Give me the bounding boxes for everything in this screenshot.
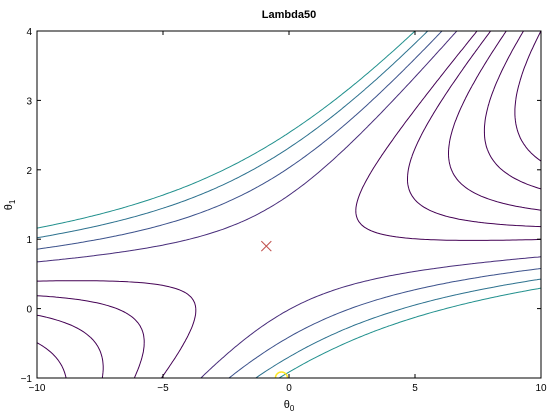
contour-line-level-3: [37, 31, 541, 378]
chart-markers: [260, 240, 289, 378]
contour-line-level-0: [514, 31, 541, 162]
x-axis-label-base: θ: [284, 399, 290, 411]
x-tick-label: 5: [412, 383, 418, 394]
contour-lines: [37, 31, 541, 378]
x-axis-ticks: −10 −5 0 5 10: [29, 31, 547, 394]
y-tick-label: 3: [26, 96, 32, 107]
circle-marker: [274, 371, 289, 378]
x-tick-label: −5: [157, 383, 169, 394]
x-tick-label: −10: [29, 383, 46, 394]
chart-title: Lambda50: [262, 9, 316, 21]
y-axis-label-sub: 1: [8, 199, 17, 204]
contour-line-level-4: [37, 31, 541, 378]
contour-line-level-1: [37, 31, 541, 378]
y-tick-label: 4: [26, 27, 32, 38]
minimum-cross-marker: [260, 240, 272, 252]
x-tick-label: 10: [535, 383, 547, 394]
contour-line-level-2: [37, 31, 541, 378]
y-axis-label-base: θ: [3, 204, 15, 210]
y-tick-label: 1: [26, 235, 32, 246]
contour-line-level-7: [37, 31, 541, 378]
x-axis-label: θ0: [284, 399, 295, 413]
y-tick-label: 0: [26, 305, 32, 316]
y-tick-label: −1: [21, 374, 33, 385]
contour-line-level-5: [37, 31, 541, 378]
contour-line-level-6: [37, 31, 541, 378]
plot-area-frame: [36, 30, 542, 379]
y-axis-label: θ1: [3, 199, 17, 210]
y-axis-ticks: −1 0 1 2 3 4: [21, 27, 541, 385]
contour-line-level-8: [37, 31, 541, 378]
y-tick-label: 2: [26, 166, 32, 177]
x-axis-label-sub: 0: [290, 404, 295, 413]
x-tick-label: 0: [286, 383, 292, 394]
